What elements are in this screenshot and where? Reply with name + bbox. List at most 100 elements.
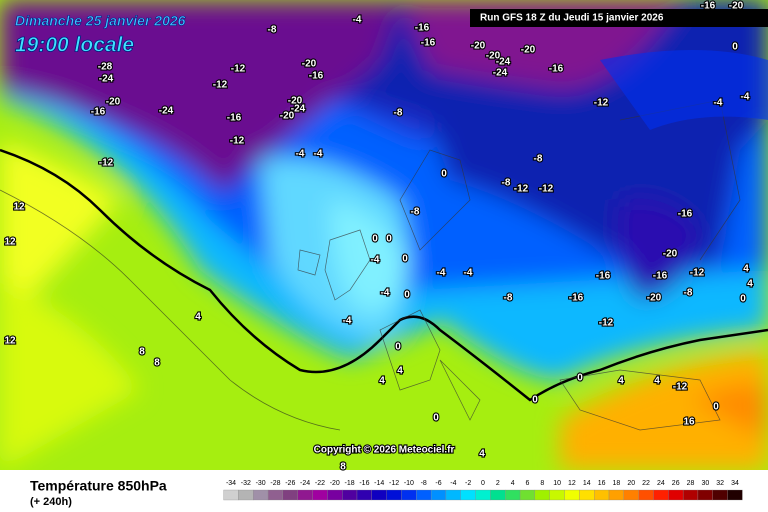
temp-label: -20 (663, 249, 678, 260)
temp-label: -20 (471, 41, 486, 52)
temp-label: 0 (395, 342, 401, 353)
legend-tick-label: 20 (627, 480, 635, 487)
legend-cell (460, 489, 476, 501)
legend-tick-label: 24 (657, 480, 665, 487)
legend-cell (445, 489, 461, 501)
temp-label: -20 (280, 111, 295, 122)
temp-label: -16 (569, 293, 584, 304)
temp-label: 0 (577, 373, 583, 384)
temp-label: -4 (714, 98, 723, 109)
legend-cell (475, 489, 491, 501)
legend-tick-label: -4 (450, 480, 456, 487)
temp-label: -8 (502, 178, 511, 189)
legend-tick-label: 6 (526, 480, 530, 487)
legend-cell (697, 489, 713, 501)
legend-subtitle: (+ 240h) (30, 496, 72, 508)
legend-tick-label: -24 (300, 480, 310, 487)
legend-tick-label: -18 (345, 480, 355, 487)
legend-cell (401, 489, 417, 501)
temp-label: -4 (381, 288, 390, 299)
temp-label: -4 (437, 268, 446, 279)
legend-tick-label: -6 (435, 480, 441, 487)
temp-label: -4 (296, 149, 305, 160)
legend-title: Température 850hPa (30, 478, 167, 494)
temp-label: -16 (678, 209, 693, 220)
temp-label: -16 (227, 113, 242, 124)
temp-label: -12 (599, 318, 614, 329)
temp-label: 4 (743, 264, 749, 275)
legend-tick-label: -34 (226, 480, 236, 487)
temp-label: 12 (13, 202, 25, 213)
temp-label: 12 (4, 237, 16, 248)
legend-tick-label: -32 (241, 480, 251, 487)
legend-cell (253, 489, 269, 501)
temp-label: -16 (309, 71, 324, 82)
temp-label: -4 (314, 149, 323, 160)
legend-cell (430, 489, 447, 501)
temp-label: 16 (683, 417, 695, 428)
legend-tick-label: 32 (716, 480, 724, 487)
legend-tick-label: 10 (553, 480, 561, 487)
legend-tick-label: -12 (389, 480, 399, 487)
temp-label: 0 (404, 290, 410, 301)
copyright: Copyright © 2026 Meteociel.fr (314, 445, 455, 456)
temp-label: -24 (496, 57, 511, 68)
temp-label: 4 (654, 376, 660, 387)
legend-tick-label: 16 (598, 480, 606, 487)
temp-label: 0 (532, 395, 538, 406)
temp-label: -8 (268, 25, 277, 36)
map-background (0, 0, 768, 470)
temp-label: -4 (371, 255, 380, 266)
temp-label: -16 (415, 23, 430, 34)
temp-label: -16 (653, 271, 668, 282)
temp-label: -12 (690, 268, 705, 279)
temp-label: -12 (539, 184, 554, 195)
legend-cell (312, 489, 328, 501)
temp-label: -12 (99, 158, 114, 169)
temp-label: -12 (213, 80, 228, 91)
legend-cell (519, 489, 536, 501)
temp-label: -4 (353, 15, 362, 26)
temp-label: -8 (394, 108, 403, 119)
legend-cell (653, 489, 669, 501)
legend-tick-label: -22 (315, 480, 325, 487)
temp-label: -16 (701, 1, 716, 12)
temp-label: -12 (514, 184, 529, 195)
temp-label: -20 (521, 45, 536, 56)
temp-label: 8 (139, 347, 145, 358)
temp-label: 4 (618, 376, 624, 387)
temp-label: -8 (534, 154, 543, 165)
temp-label: -16 (91, 107, 106, 118)
legend-cell (534, 489, 550, 501)
legend-cell (579, 489, 595, 501)
legend-cell (668, 489, 684, 501)
temp-label: -12 (673, 382, 688, 393)
temp-label: 8 (154, 358, 160, 369)
temp-label: -24 (99, 74, 114, 85)
run: Run GFS 18 Z du Jeudi 15 janvier 2026 (480, 13, 664, 24)
legend-cell (623, 489, 639, 501)
temp-label: 0 (713, 402, 719, 413)
temp-label: 0 (433, 413, 439, 424)
temp-label: -24 (291, 104, 306, 115)
legend-cell (356, 489, 372, 501)
legend-cell (712, 489, 728, 501)
temp-label: -20 (106, 97, 121, 108)
temp-label: -12 (594, 98, 609, 109)
legend-cell (594, 489, 610, 501)
temp-label: -8 (684, 288, 693, 299)
temp-label: -8 (411, 207, 420, 218)
legend-tick-label: 26 (672, 480, 680, 487)
temp-label: -8 (504, 293, 513, 304)
date: Dimanche 25 janvier 2026 (15, 13, 186, 29)
legend-cell (297, 489, 313, 501)
temp-label: 0 (386, 234, 392, 245)
temp-label: 0 (402, 254, 408, 265)
legend-tick-label: 0 (481, 480, 485, 487)
legend-cell (505, 489, 521, 501)
legend-tick-label: -16 (359, 480, 369, 487)
temp-label: 0 (740, 294, 746, 305)
temp-label: 0 (372, 234, 378, 245)
temp-label: 0 (732, 42, 738, 53)
temp-label: -20 (288, 96, 303, 107)
